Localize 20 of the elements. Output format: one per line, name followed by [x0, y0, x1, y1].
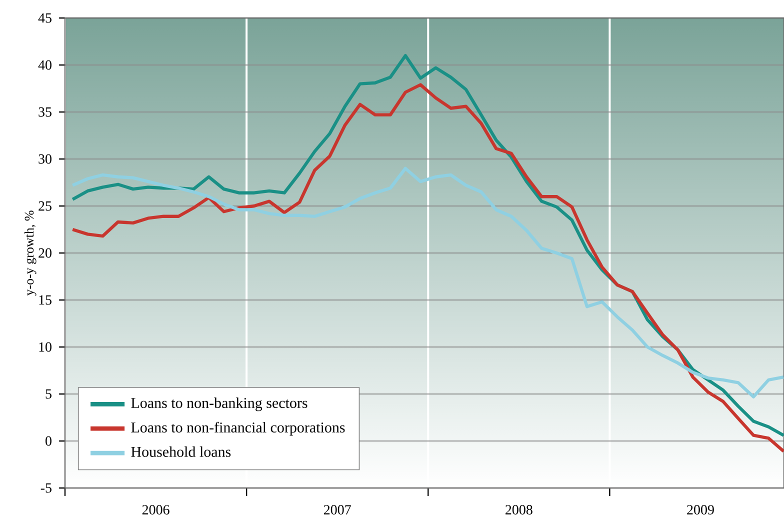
y-tick-label: 15 [39, 295, 52, 305]
x-tick-label: 2006 [142, 505, 170, 514]
y-tick-label: 10 [39, 342, 52, 352]
y-tick-label: 25 [38, 201, 52, 211]
y-tick-label: 30 [38, 154, 52, 164]
y-tick-label: 5 [46, 389, 52, 399]
y-tick-label: 45 [38, 13, 52, 23]
x-tick-label: 2009 [687, 505, 714, 514]
legend-label: Household loans [131, 446, 231, 457]
y-tick-label: 35 [38, 107, 52, 117]
y-tick-label: 0 [46, 436, 52, 446]
y-axis-title: y-o-y growth, % [24, 210, 36, 296]
line-series [71, 166, 784, 398]
legend-label: Loans to non-financial corporations [131, 422, 345, 436]
y-tick-label: 40 [38, 60, 52, 70]
x-tick-label: 2008 [506, 505, 532, 514]
legend-label: Loans to non-banking sectors [131, 397, 308, 412]
x-tick-label: 2007 [324, 505, 351, 514]
y-tick-label: 20 [38, 248, 52, 258]
y-tick-label: -5 [40, 483, 52, 493]
